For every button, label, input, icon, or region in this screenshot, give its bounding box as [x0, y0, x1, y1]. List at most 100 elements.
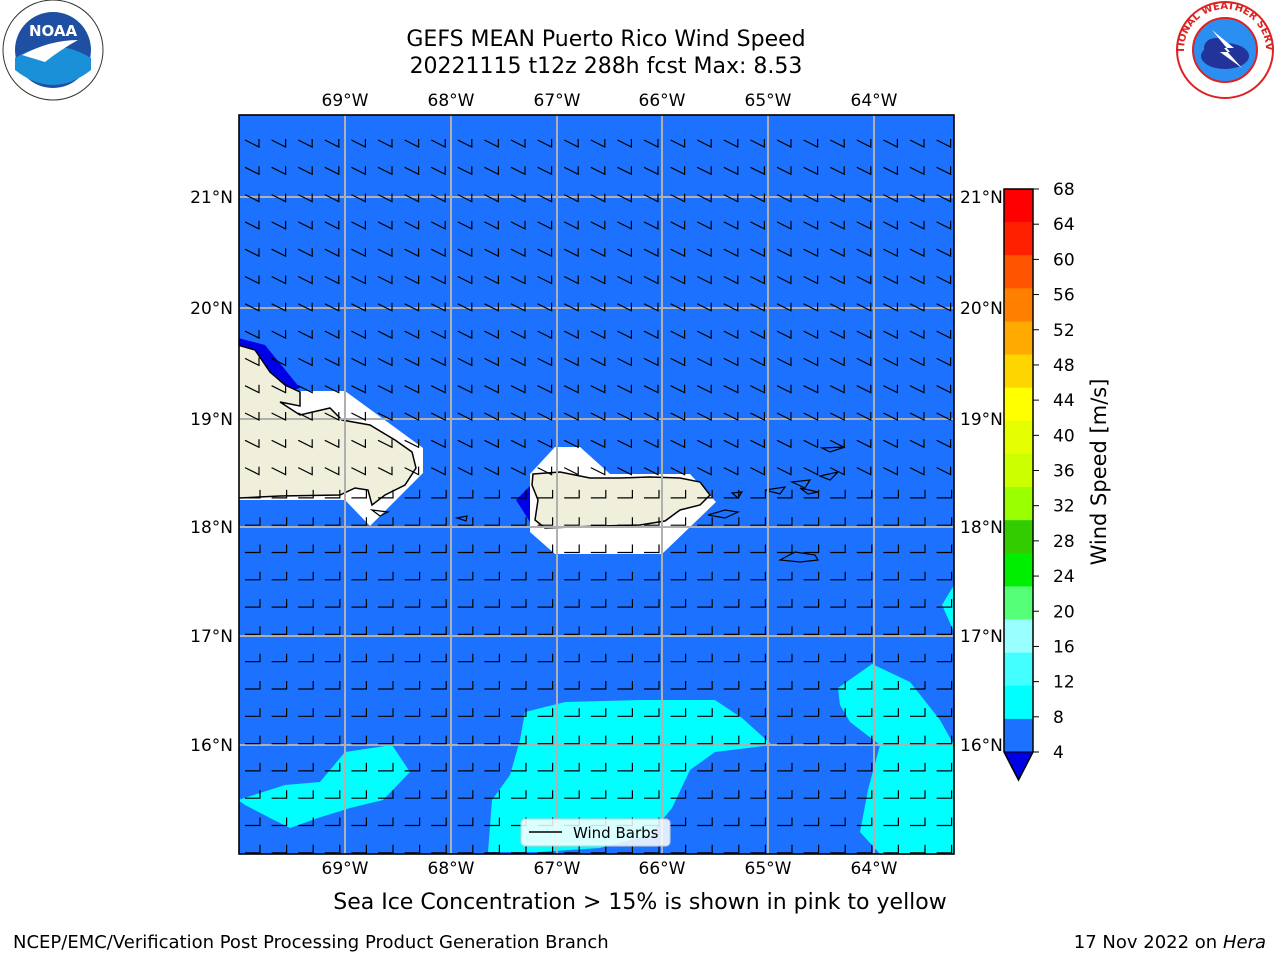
colorbar-segment [1004, 487, 1033, 521]
wind-barb [564, 708, 580, 717]
lat-label: 18°N [960, 518, 1003, 538]
wind-barb [723, 844, 740, 854]
wind-barb [670, 489, 687, 499]
wind-barb [563, 330, 579, 340]
legend-label: Wind Barbs [573, 824, 659, 842]
lat-label: 17°N [190, 627, 233, 647]
wind-barb [643, 412, 659, 421]
wind-barb [909, 466, 925, 476]
wind-barb [511, 489, 527, 499]
wind-barb [564, 517, 580, 526]
wind-barb [723, 708, 740, 717]
wind-barb [829, 220, 845, 230]
wind-barb [670, 517, 687, 526]
wind-barb [670, 544, 687, 554]
colorbar-extend-arrow [1003, 751, 1034, 782]
wind-barb [936, 762, 953, 772]
wind-barb [856, 193, 872, 203]
wind-barb [484, 384, 499, 394]
wind-barb [750, 248, 765, 258]
wind-region-south-central [488, 700, 772, 852]
colorbar-segment [1004, 354, 1033, 389]
wind-barb [776, 384, 792, 394]
wind-barb [590, 571, 607, 581]
wind-barb [590, 248, 606, 258]
wind-barb [351, 790, 367, 799]
wind-barb [324, 166, 340, 176]
wind-barb [378, 844, 394, 854]
wind-barb [537, 681, 554, 690]
wind-barb [457, 248, 473, 258]
wind-barb [404, 489, 421, 499]
wind-barb [324, 790, 341, 799]
wind-barb [910, 790, 926, 799]
wind-barb [750, 357, 765, 367]
colorbar-segment [1004, 222, 1033, 256]
lon-label: 69°W [322, 91, 369, 111]
wind-barb [936, 412, 952, 421]
wind-barb [324, 439, 340, 449]
colorbar-frame [1003, 188, 1034, 782]
wind-barb [564, 489, 580, 499]
wind-barb [643, 384, 659, 394]
wind-barb [723, 384, 739, 394]
island-saona [369, 509, 391, 517]
lon-label: 65°W [745, 859, 792, 879]
colorbar-tick-label: 32 [1053, 497, 1075, 517]
wind-barb [351, 166, 366, 176]
wind-barb [910, 489, 926, 499]
wind-barb [457, 790, 474, 799]
wind-barb [537, 275, 553, 285]
wind-barb [271, 466, 287, 476]
wind-barb [696, 384, 712, 394]
wind-barb [750, 653, 766, 663]
wind-barb [750, 139, 765, 148]
wind-barb [910, 817, 926, 827]
wind-barb [484, 357, 499, 367]
wind-barb [457, 166, 473, 176]
wind-barb [271, 275, 287, 285]
wind-barb [696, 139, 712, 148]
wind-barb [617, 248, 632, 258]
footer-credit: NCEP/EMC/Verification Post Processing Pr… [13, 932, 609, 953]
wind-barb [457, 844, 474, 854]
wind-barb [404, 439, 420, 449]
wind-barb [324, 599, 341, 608]
wind-barb [484, 626, 500, 635]
wind-barb [750, 439, 765, 449]
wind-barb [244, 139, 260, 148]
wind-barb [430, 193, 446, 203]
colorbar-tick-label: 16 [1053, 637, 1075, 657]
wind-barb [750, 626, 766, 635]
wind-barb [644, 489, 660, 499]
wind-barb [563, 357, 579, 367]
wind-barb [457, 708, 474, 717]
wind-barb [590, 762, 607, 772]
colorbar-tick-label: 48 [1053, 356, 1075, 376]
wind-barb [564, 626, 580, 635]
wind-barb [351, 139, 366, 148]
wind-barb [643, 466, 659, 476]
wind-barb [457, 571, 474, 581]
wind-barb [670, 193, 686, 203]
wind-barb [271, 790, 288, 799]
wind-barb [723, 817, 740, 827]
wind-barb [378, 517, 394, 526]
wind-barb [617, 166, 632, 176]
wind-barb [351, 708, 367, 717]
wind-barb [351, 248, 366, 258]
wind-barb [883, 412, 898, 421]
wind-barb [457, 817, 474, 827]
wind-barb [803, 708, 820, 717]
wind-barb [564, 844, 580, 854]
wind-barb [750, 599, 766, 608]
wind-barb [244, 220, 260, 230]
wind-barb [297, 220, 313, 230]
wind-barb [484, 517, 500, 526]
wind-barb [244, 248, 260, 258]
wind-barb [297, 384, 313, 394]
wind-barb [777, 790, 793, 799]
wind-barb [803, 248, 819, 258]
wind-barb [563, 412, 579, 421]
wind-barb [909, 139, 925, 148]
